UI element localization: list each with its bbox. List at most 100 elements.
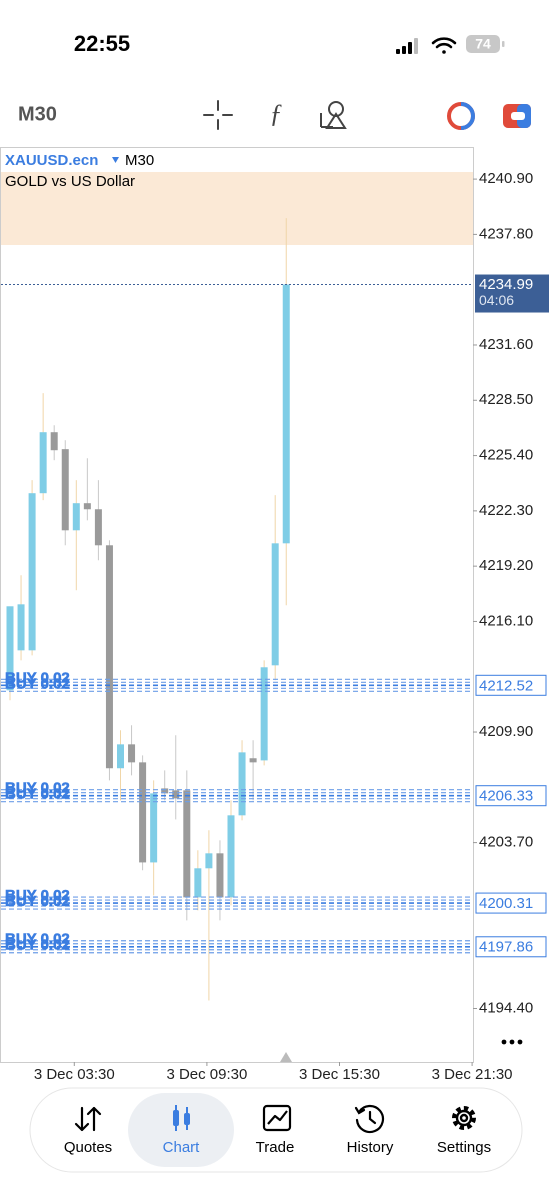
- y-tick-label: 4219.20: [479, 557, 533, 574]
- price-box: [475, 274, 549, 313]
- battery-icon: [466, 35, 500, 53]
- signal-icon: [396, 38, 418, 54]
- order-label: BUY 0.02: [5, 675, 70, 692]
- candle-body: [128, 744, 136, 763]
- symbol-dropdown[interactable]: [112, 157, 119, 163]
- candle: [249, 740, 257, 801]
- chart-icon: [173, 1105, 190, 1131]
- candle-body: [260, 667, 268, 761]
- candle: [105, 540, 113, 781]
- nav-item[interactable]: Chart: [163, 1139, 201, 1156]
- order-label: BUY 0.02: [5, 893, 70, 910]
- account-button[interactable]: [447, 102, 475, 130]
- candle: [61, 440, 69, 546]
- candle-body: [238, 752, 246, 816]
- candle-body: [216, 853, 224, 898]
- candle-body: [150, 793, 158, 863]
- candle: [150, 780, 158, 896]
- chart-frame: [0, 147, 474, 1063]
- order-label: BUY 0.02: [5, 937, 70, 954]
- objects-button[interactable]: [320, 101, 347, 129]
- y-tick-label: 4240.90: [479, 170, 533, 187]
- candle-body: [28, 493, 36, 651]
- candle-body: [161, 788, 169, 794]
- order-price-label: 4197.86: [479, 939, 533, 956]
- order-price-label: 4212.52: [479, 677, 533, 694]
- x-tick-label: 3 Dec 21:30: [432, 1066, 513, 1083]
- candle-body: [271, 543, 279, 666]
- symbol-name[interactable]: XAUUSD.ecn: [5, 152, 98, 169]
- order-price-box: [475, 674, 547, 696]
- candle-body: [39, 432, 47, 494]
- candle-body: [282, 284, 290, 544]
- candle: [260, 660, 268, 766]
- order-price-label: 4200.31: [479, 895, 533, 912]
- battery-tip: [502, 41, 505, 47]
- candle: [39, 393, 47, 501]
- candle: [238, 740, 246, 821]
- candle: [72, 480, 80, 591]
- x-tick-label: 3 Dec 09:30: [166, 1066, 247, 1083]
- nav-selected: [128, 1093, 234, 1167]
- candle-body: [50, 432, 58, 451]
- more-button[interactable]: [501, 1039, 523, 1045]
- candle: [128, 725, 136, 776]
- candle: [139, 755, 147, 871]
- candle-body: [194, 868, 202, 898]
- candle: [271, 495, 279, 681]
- info-zone: [1, 172, 473, 245]
- candle-body: [83, 503, 91, 510]
- y-tick-label: 4231.60: [479, 336, 533, 353]
- crosshair-button[interactable]: [203, 100, 233, 130]
- quotes-icon: [74, 1106, 102, 1132]
- y-tick-label: 4216.10: [479, 612, 533, 629]
- wifi-icon: [431, 37, 457, 54]
- y-tick-label: 4237.80: [479, 225, 533, 242]
- y-tick-label: 4203.70: [479, 834, 533, 851]
- settings-icon: [452, 1106, 476, 1130]
- candle-body: [172, 790, 180, 799]
- order-price-box: [475, 785, 547, 807]
- order-label: BUY 0.02: [5, 931, 70, 948]
- candle-body: [105, 545, 113, 769]
- indicators-button[interactable]: ƒ: [270, 99, 283, 128]
- history-icon: [354, 1104, 385, 1134]
- order-label: BUY 0.02: [5, 887, 70, 904]
- order-price-box: [475, 892, 547, 914]
- y-tick-label: 4209.90: [479, 723, 533, 740]
- y-tick-label: 4225.40: [479, 447, 533, 464]
- nav-item[interactable]: Settings: [437, 1139, 491, 1156]
- nav-item[interactable]: Quotes: [64, 1139, 112, 1156]
- order-price-box: [475, 936, 547, 958]
- battery-level: 74: [475, 36, 491, 52]
- order-label: BUY 0.02: [5, 669, 70, 686]
- timeframe-button[interactable]: M30: [18, 103, 57, 125]
- candle: [205, 830, 213, 1001]
- candle-body: [183, 790, 191, 898]
- candle: [17, 575, 25, 661]
- candle-body: [205, 853, 213, 869]
- nav-item[interactable]: History: [347, 1139, 394, 1156]
- scroll-marker: [280, 1052, 292, 1062]
- candle: [94, 480, 102, 561]
- candle-body: [249, 758, 257, 763]
- candle: [282, 218, 290, 606]
- candle-body: [227, 815, 235, 898]
- candle: [216, 840, 224, 921]
- status-time: 22:55: [74, 31, 130, 56]
- candle: [6, 606, 14, 701]
- y-tick-label: 4194.40: [479, 999, 533, 1016]
- candle: [50, 425, 58, 461]
- candle-body: [17, 604, 25, 651]
- nav-item[interactable]: Trade: [256, 1139, 295, 1156]
- candle-body: [94, 509, 102, 546]
- candle-body: [6, 606, 14, 691]
- current-price-label: 4234.99: [479, 276, 533, 293]
- order-label: BUY 0.02: [5, 780, 70, 797]
- candle-body: [117, 744, 124, 769]
- trade-button[interactable]: [503, 104, 531, 128]
- candle-body: [139, 762, 147, 863]
